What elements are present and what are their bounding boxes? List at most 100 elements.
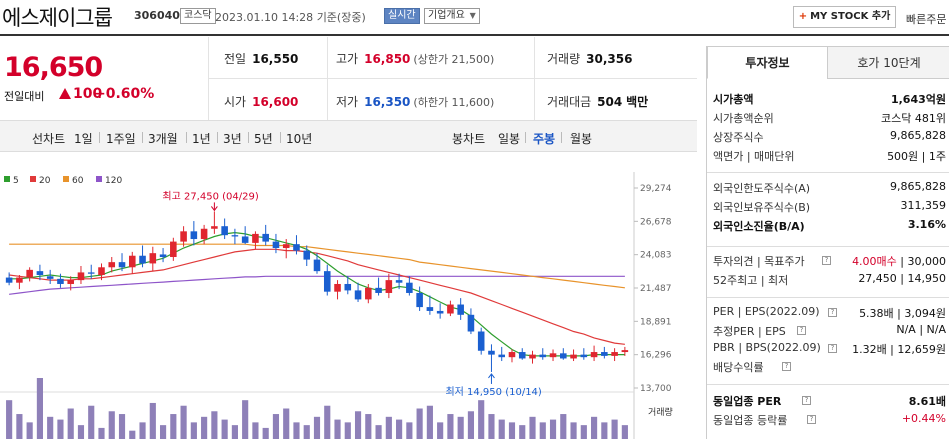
divider	[208, 78, 697, 79]
industry-rate-value: +0.44%	[901, 412, 946, 425]
volume-bar	[519, 425, 526, 439]
est-per-value: N/A | N/A	[896, 323, 946, 336]
help-icon[interactable]: ?	[797, 326, 806, 335]
tab-orderbook[interactable]: 호가 10단계	[827, 46, 949, 79]
volume-bar	[601, 422, 608, 439]
candle-body	[560, 353, 567, 359]
range-daily[interactable]: 일봉	[498, 132, 521, 146]
volume-bar	[283, 408, 290, 439]
per-value: 5.38배 | 3,094원	[859, 307, 946, 320]
candle-body	[36, 271, 44, 275]
stock-code: 306040	[134, 9, 180, 22]
prev-close-label: 전일	[224, 52, 247, 66]
company-info-button[interactable]: 기업개요 ▼	[424, 8, 480, 24]
high-arrow-head	[210, 206, 218, 212]
candle-body	[447, 304, 454, 314]
low-arrow-head	[488, 373, 495, 379]
company-info-label: 기업개요	[428, 10, 465, 21]
lower-limit: (하한가 11,600)	[413, 96, 495, 109]
help-icon[interactable]: ?	[828, 308, 837, 317]
candle-body	[457, 304, 464, 315]
candle-body	[539, 354, 547, 358]
range-5y[interactable]: 5년	[254, 132, 273, 146]
volume-bar	[591, 416, 598, 439]
candle-body	[77, 272, 85, 281]
info-row: 외국인소진율(B/A) 3.16%	[713, 218, 946, 236]
legend-swatch-ma5	[4, 176, 10, 182]
range-1d[interactable]: 1일	[74, 132, 93, 146]
realtime-badge[interactable]: 실시간	[384, 8, 420, 24]
candle-chart-label[interactable]: 봉차트	[452, 132, 486, 146]
open-label: 시가	[224, 95, 247, 109]
dividend-label: 배당수익률	[713, 361, 764, 374]
volume-bar	[242, 400, 249, 439]
line-chart-label[interactable]: 선차트	[32, 132, 66, 146]
candle-body	[262, 233, 269, 242]
volume-bar	[139, 422, 146, 439]
volume-value: 30,356	[586, 52, 633, 66]
low-annotation: 최저 14,950 (10/14)	[445, 386, 541, 398]
candle-body	[375, 287, 382, 293]
candle-body	[128, 255, 136, 268]
volume-bar	[344, 422, 351, 439]
candle-body	[108, 262, 116, 268]
help-icon[interactable]: ?	[807, 415, 816, 424]
candle-body	[467, 314, 475, 332]
tab-invest-info[interactable]: 투자정보	[707, 46, 828, 79]
range-3m[interactable]: 3개월	[148, 132, 178, 146]
candle-body	[159, 254, 167, 258]
range-10y[interactable]: 10년	[286, 132, 313, 146]
help-icon[interactable]: ?	[782, 362, 791, 371]
pbr-value: 1.32배 | 12,659원	[852, 343, 946, 356]
moving-average-line-ma120	[9, 275, 625, 295]
info-row: 상장주식수 9,865,828	[713, 129, 946, 147]
range-3y[interactable]: 3년	[223, 132, 242, 146]
info-row: 외국인한도주식수(A) 9,865,828	[713, 180, 946, 198]
price-chart[interactable]: 5 20 60 120 13,700 16,296 18,891 21,487 24,083 26…	[0, 152, 697, 439]
volume-bar	[26, 422, 33, 439]
amount-value: 504	[597, 95, 623, 109]
range-1y[interactable]: 1년	[192, 132, 211, 146]
info-value: 코스닥 481위	[881, 112, 946, 125]
info-label: 시가총액순위	[713, 112, 774, 125]
y-tick-label: 26,678	[640, 217, 672, 227]
add-mystock-button[interactable]: + MY STOCK 추가	[793, 6, 896, 28]
volume-bar	[88, 405, 95, 439]
opinion-label: 투자의견 | 목표주가	[713, 255, 805, 268]
industry-per-value: 8.61배	[908, 395, 946, 408]
info-value: 500원 | 1주	[887, 150, 946, 163]
volume-bar	[375, 425, 382, 439]
moving-average-line-ma5	[9, 231, 625, 357]
upper-limit: (상한가 21,500)	[413, 53, 495, 66]
help-icon[interactable]: ?	[828, 344, 837, 353]
volume-bar	[457, 416, 464, 439]
volume-stat: 거래량 30,356	[547, 50, 632, 67]
legend-label-ma120: 120	[105, 176, 122, 186]
period-bar: 선차트 1일 1주일 3개월 1년 3년 5년 10년 봉차트 일봉 주봉 월봉	[0, 120, 697, 152]
range-monthly[interactable]: 월봉	[570, 132, 593, 146]
info-label: 시가총액	[713, 93, 754, 106]
add-mystock-label: MY STOCK 추가	[810, 11, 891, 22]
volume-bar	[57, 419, 64, 439]
candle-body	[170, 241, 177, 258]
market-badge: 코스닥	[180, 8, 216, 24]
opinion-value: 4.00매수 | 30,000	[852, 253, 946, 269]
opinion-rating: 4.00매수	[852, 255, 897, 268]
help-icon[interactable]: ?	[822, 256, 831, 265]
help-icon[interactable]: ?	[802, 396, 811, 405]
plus-icon: +	[798, 11, 808, 22]
volume-bar	[211, 411, 218, 439]
candle-body	[200, 228, 208, 240]
info-row: 시가총액순위 코스닥 481위	[713, 110, 946, 128]
candle-body	[272, 241, 280, 249]
legend-swatch-ma20	[30, 176, 36, 182]
candle-body	[518, 352, 526, 359]
range-weekly[interactable]: 주봉	[533, 132, 556, 146]
week52-row: 52주최고 | 최저 27,450 | 14,950	[713, 272, 946, 290]
volume-bar	[67, 408, 74, 439]
volume-bar	[354, 411, 362, 439]
volume-bar	[324, 405, 331, 439]
fast-order-link[interactable]: 빠른주문	[906, 13, 947, 26]
range-1w[interactable]: 1주일	[106, 132, 136, 146]
info-value: 9,865,828	[890, 129, 946, 142]
